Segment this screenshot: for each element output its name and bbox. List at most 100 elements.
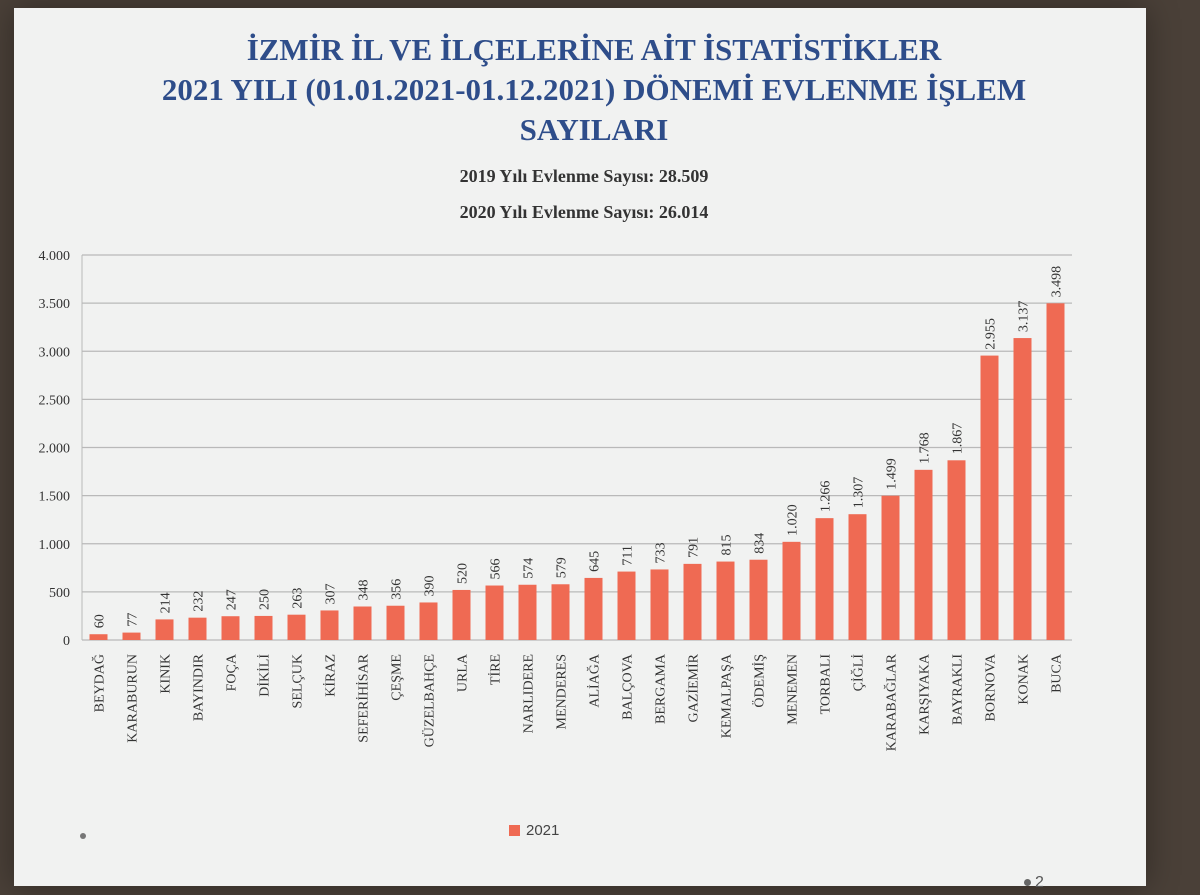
page-dot-icon bbox=[1024, 879, 1031, 887]
bar bbox=[452, 589, 471, 640]
data-label: 77 bbox=[126, 613, 141, 627]
bar bbox=[155, 619, 174, 640]
data-label: 356 bbox=[390, 579, 405, 600]
y-tick-label: 2.000 bbox=[39, 442, 71, 457]
x-tick-label: KARŞIYAKA bbox=[918, 653, 933, 735]
data-label: 247 bbox=[225, 589, 240, 610]
data-label: 1.307 bbox=[852, 477, 867, 509]
x-tick-label: BAYRAKLI bbox=[951, 654, 966, 725]
title-line-2: 2021 YILI (01.01.2021-01.12.2021) DÖNEMİ… bbox=[161, 72, 1027, 107]
bar bbox=[485, 585, 504, 640]
bar bbox=[881, 495, 900, 640]
x-tick-label: SELÇUK bbox=[291, 654, 306, 708]
x-tick-label: TORBALI bbox=[819, 654, 834, 715]
x-tick-label: BERGAMA bbox=[654, 653, 669, 724]
bar bbox=[749, 559, 768, 640]
data-label: 250 bbox=[258, 589, 273, 610]
bar bbox=[980, 355, 999, 640]
x-tick-label: ÖDEMİŞ bbox=[751, 654, 768, 708]
x-tick-label: BAYINDIR bbox=[192, 653, 207, 721]
x-tick-label: FOÇA bbox=[225, 653, 240, 691]
data-label: 520 bbox=[456, 563, 471, 584]
bar bbox=[914, 469, 933, 640]
data-label: 711 bbox=[621, 545, 636, 565]
x-tick-label: ALİAĞA bbox=[586, 653, 603, 708]
bar bbox=[947, 460, 966, 640]
y-tick-label: 3.500 bbox=[39, 297, 71, 312]
bar bbox=[551, 584, 570, 640]
bar bbox=[782, 541, 801, 640]
y-tick-label: 1.000 bbox=[39, 538, 71, 553]
data-label: 60 bbox=[93, 614, 108, 628]
bar bbox=[188, 617, 207, 640]
data-label: 733 bbox=[654, 542, 669, 563]
x-tick-label: TİRE bbox=[488, 654, 504, 685]
title-line-1: İZMİR İL VE İLÇELERİNE AİT İSTATİSTİKLER bbox=[246, 32, 942, 67]
bar bbox=[815, 518, 834, 640]
x-tick-label: URLA bbox=[456, 653, 471, 692]
data-label: 579 bbox=[555, 557, 570, 578]
x-tick-label: MENEMEN bbox=[786, 654, 801, 725]
x-tick-label: BEYDAĞ bbox=[91, 654, 108, 712]
data-label: 1.266 bbox=[819, 481, 834, 513]
x-tick-label: DİKİLİ bbox=[257, 654, 273, 697]
legend-label: 2021 bbox=[526, 822, 560, 839]
data-label: 834 bbox=[753, 533, 768, 554]
x-tick-label: BUCA bbox=[1050, 653, 1065, 693]
x-tick-label: KİRAZ bbox=[323, 654, 339, 697]
data-label: 232 bbox=[192, 591, 207, 612]
bar bbox=[287, 614, 306, 640]
data-label: 1.867 bbox=[951, 423, 966, 455]
subtitle-2019: 2019 Yılı Evlenme Sayısı: 28.509 bbox=[459, 166, 709, 186]
x-tick-label: BORNOVA bbox=[984, 653, 999, 721]
bar bbox=[584, 577, 603, 640]
data-label: 1.499 bbox=[885, 458, 900, 490]
data-label: 3.137 bbox=[1017, 301, 1032, 333]
data-label: 1.020 bbox=[786, 504, 801, 536]
x-tick-label: BALÇOVA bbox=[621, 653, 636, 720]
data-label: 645 bbox=[588, 551, 603, 572]
data-label: 1.768 bbox=[918, 432, 933, 464]
bar bbox=[650, 569, 669, 640]
bar bbox=[518, 584, 537, 640]
x-tick-label: SEFERİHİSAR bbox=[356, 653, 372, 742]
bar bbox=[353, 606, 372, 640]
chart-legend: 2021 bbox=[509, 822, 559, 839]
x-tick-label: GAZİEMİR bbox=[686, 653, 702, 722]
x-tick-label: KEMALPAŞA bbox=[720, 653, 735, 738]
bar bbox=[716, 561, 735, 640]
data-label: 2.955 bbox=[984, 318, 999, 350]
x-tick-label: ÇEŞME bbox=[390, 654, 405, 701]
x-tick-label: MENDERES bbox=[555, 654, 570, 729]
data-label: 348 bbox=[357, 580, 372, 601]
data-label: 815 bbox=[720, 535, 735, 556]
y-tick-label: 2.500 bbox=[39, 393, 71, 408]
bar bbox=[221, 616, 240, 640]
bar bbox=[848, 514, 867, 640]
y-tick-label: 3.000 bbox=[39, 345, 71, 360]
data-label: 390 bbox=[423, 575, 438, 596]
x-tick-label: KARABURUN bbox=[126, 654, 141, 743]
x-tick-label: KARABAĞLAR bbox=[883, 653, 900, 751]
y-tick-label: 1.500 bbox=[39, 490, 71, 505]
title-line-3: SAYILARI bbox=[519, 112, 669, 147]
data-label: 3.498 bbox=[1050, 266, 1065, 298]
bar bbox=[386, 605, 405, 640]
data-label: 791 bbox=[687, 537, 702, 558]
bar bbox=[254, 615, 273, 640]
data-label: 263 bbox=[291, 588, 306, 609]
data-label: 214 bbox=[159, 592, 174, 613]
y-tick-label: 4.000 bbox=[39, 249, 71, 264]
bar bbox=[419, 602, 438, 640]
bar bbox=[683, 563, 702, 640]
legend-swatch bbox=[509, 825, 520, 836]
subtitle-2020: 2020 Yılı Evlenme Sayısı: 26.014 bbox=[459, 202, 709, 222]
bar bbox=[617, 571, 636, 640]
x-tick-label: ÇİĞLİ bbox=[850, 654, 867, 692]
data-label: 307 bbox=[324, 583, 339, 604]
page-number: 2 bbox=[1024, 874, 1044, 892]
bar bbox=[1046, 303, 1065, 640]
x-tick-label: KONAK bbox=[1017, 654, 1032, 705]
y-tick-label: 500 bbox=[49, 586, 70, 601]
